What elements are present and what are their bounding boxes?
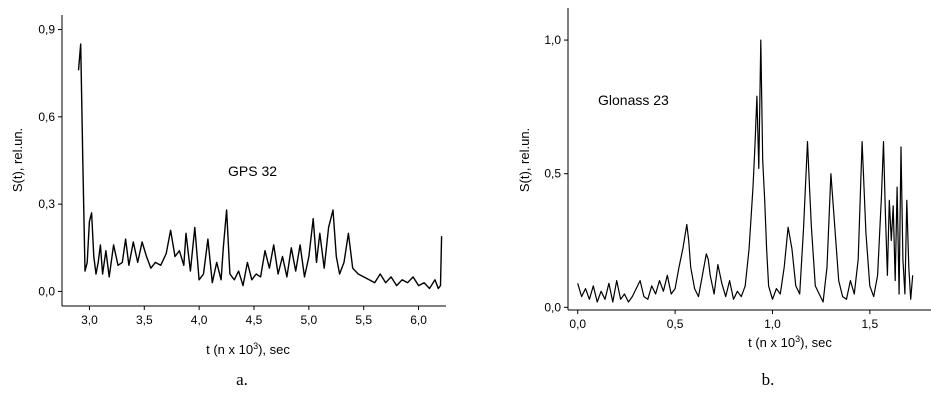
panel-a-x-tick-label: 3,0	[81, 313, 98, 327]
panel-a-y-tick-label: 0,9	[38, 23, 55, 37]
panel-a-y-tick-label: 0,6	[38, 110, 55, 124]
panel-b-x-tick-label: 0,5	[667, 317, 684, 331]
panel-a-x-label: t (n x 103), sec	[206, 341, 290, 357]
panel-a-x-label-tail: ), sec	[258, 342, 290, 357]
panel-b-x-label-tail: ), sec	[800, 335, 832, 350]
panel-a-x-label-main: t (n x 10	[206, 342, 253, 357]
panel-a-x-tick-label: 6,0	[410, 313, 427, 327]
panel-a-y-label: S(t), rel.un.	[10, 128, 25, 192]
panel-b-caption: b.	[762, 370, 775, 389]
panel-a-x-tick-label: 3,5	[136, 313, 153, 327]
panel-b-y-label: S(t), rel.un.	[517, 128, 532, 192]
panel-b-y-tick-label: 0,5	[544, 167, 561, 181]
panel-a-y-tick-label: 0,3	[38, 197, 55, 211]
panel-b-x-label-main: t (n x 10	[748, 335, 795, 350]
panel-b-x-tick-label: 1,0	[764, 317, 781, 331]
panel-b-x-tick-label: 0,0	[569, 317, 586, 331]
panel-a-caption: a.	[236, 370, 248, 389]
panel-b-x-tick-label: 1,5	[861, 317, 878, 331]
panel-a-x-tick-label: 4,5	[246, 313, 263, 327]
panel-b-y-tick-label: 1,0	[544, 33, 561, 47]
panel-a-x-tick-label: 4,0	[191, 313, 208, 327]
panel-a: 3,0 3,5 4,0 4,5 5,0 5,5 6,0 0,0 0,3 0,6 0,9 GPS 3…	[10, 15, 446, 389]
panel-b-y-tick-label: 0,0	[544, 300, 561, 314]
panel-a-x-label-sup: 3	[253, 341, 258, 351]
panel-a-series-line	[77, 43, 443, 290]
panel-a-annotation: GPS 32	[228, 163, 277, 179]
panel-a-x-tick-label: 5,0	[301, 313, 318, 327]
panel-b-x-label-sup: 3	[795, 334, 800, 344]
panel-a-x-tick-label: 5,5	[355, 313, 372, 327]
panel-b-series-line	[577, 39, 914, 303]
panel-b-x-label: t (n x 103), sec	[748, 334, 832, 350]
panel-b: 0,0 0,5 1,0 1,5 0,0 0,5 1,0 Glonass 23 S(t), …	[517, 8, 931, 389]
panel-b-annotation: Glonass 23	[598, 92, 669, 108]
panel-a-y-tick-label: 0,0	[38, 284, 55, 298]
